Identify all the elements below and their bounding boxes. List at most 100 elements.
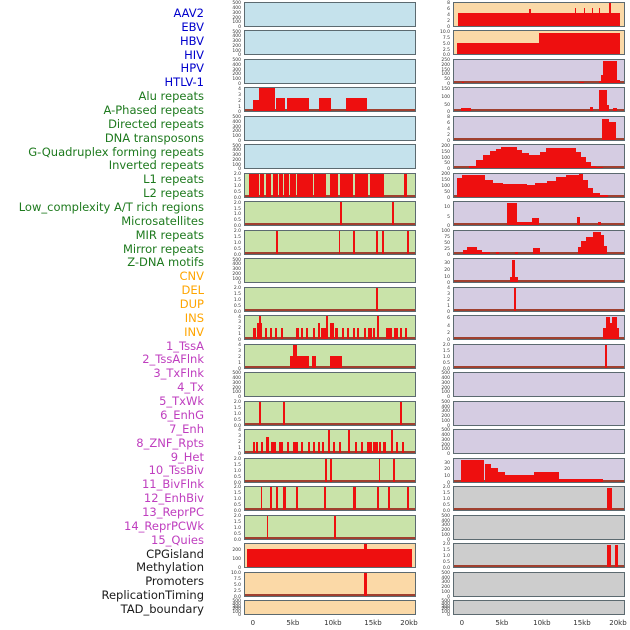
data-bar bbox=[385, 327, 393, 340]
y-tick-label: 0.5 bbox=[442, 502, 450, 508]
y-tick-label: 1.5 bbox=[233, 177, 241, 183]
y-tick-label: 400 bbox=[441, 404, 450, 410]
y-tick-label: 0.0 bbox=[442, 366, 450, 372]
track-label-hbv: HBV bbox=[179, 33, 204, 48]
data-bar bbox=[481, 251, 491, 254]
track-panel-cpgisland bbox=[453, 486, 625, 512]
y-tick-label: 6 bbox=[447, 6, 450, 12]
y-tick-label: 200 bbox=[441, 527, 450, 533]
y-tick-label: 400 bbox=[441, 601, 450, 607]
y-tick-label: 0.0 bbox=[233, 423, 241, 429]
y-tick-label: 500 bbox=[232, 57, 241, 63]
zero-baseline bbox=[245, 422, 415, 425]
y-tick-label: 2.0 bbox=[233, 200, 241, 206]
y-tick-label: 300 bbox=[441, 380, 450, 386]
data-bar bbox=[513, 475, 534, 482]
y-tick-label: 0 bbox=[447, 451, 450, 457]
y-tick-label: 50 bbox=[444, 160, 450, 166]
y-tick-label: 7.5 bbox=[233, 576, 241, 582]
y-tick-label: 500 bbox=[232, 257, 241, 263]
y-tick-label: 200 bbox=[232, 43, 241, 49]
data-bar bbox=[387, 487, 390, 511]
y-tick-label: 150 bbox=[441, 149, 450, 155]
y-tick-label: 0.0 bbox=[233, 223, 241, 229]
y-tick-label: 1.0 bbox=[442, 354, 450, 360]
data-bar bbox=[327, 430, 330, 454]
data-bar bbox=[405, 327, 408, 340]
data-bar bbox=[528, 154, 541, 169]
y-tick-label: 75 bbox=[444, 234, 450, 240]
data-bar bbox=[606, 104, 609, 112]
y-tick-label: 150 bbox=[441, 67, 450, 73]
data-bar bbox=[592, 231, 601, 254]
y-tick-label: 100 bbox=[232, 276, 241, 282]
y-tick-label: 0 bbox=[447, 280, 450, 286]
track-label-alu-repeats: Alu repeats bbox=[138, 89, 204, 104]
data-bar bbox=[326, 316, 329, 340]
y-tick-label: 500 bbox=[441, 598, 450, 604]
data-bar bbox=[276, 230, 279, 254]
track-panel-12-enhbiv bbox=[453, 372, 625, 398]
data-bar bbox=[383, 441, 386, 454]
zero-baseline bbox=[245, 479, 415, 482]
y-tick-label: 50 bbox=[444, 189, 450, 195]
x-tick-label-left: 5kb bbox=[286, 619, 300, 627]
y-tick-label: 500 bbox=[232, 370, 241, 376]
data-bar bbox=[329, 356, 343, 368]
y-tick-label: 3 bbox=[238, 433, 241, 439]
data-bar bbox=[600, 235, 604, 254]
track-label-low-complexity-a-t-rich-regions: Low_complexity A/T rich regions bbox=[18, 200, 204, 215]
data-bar bbox=[347, 327, 350, 340]
y-tick-label: 100 bbox=[232, 133, 241, 139]
y-tick-label: 0 bbox=[447, 394, 450, 400]
zero-baseline bbox=[245, 536, 415, 539]
data-bar bbox=[501, 147, 517, 169]
y-tick-label: 5.0 bbox=[233, 582, 241, 588]
y-tick-label: 4 bbox=[238, 86, 241, 92]
data-bar bbox=[602, 118, 610, 140]
y-tick-label: 250 bbox=[441, 57, 450, 63]
track-panel-mir-repeats bbox=[244, 457, 416, 483]
track-label-replicationtiming: ReplicationTiming bbox=[101, 588, 205, 603]
y-tick-label: 50 bbox=[444, 102, 450, 108]
data-bar bbox=[307, 441, 310, 454]
data-bar bbox=[616, 80, 621, 83]
zero-baseline bbox=[454, 223, 624, 226]
y-tick-label: 400 bbox=[232, 119, 241, 125]
track-label-directed-repeats: Directed repeats bbox=[108, 116, 204, 131]
y-tick-label: 50 bbox=[444, 76, 450, 82]
y-tick-label: 0 bbox=[447, 109, 450, 115]
data-bar bbox=[526, 185, 536, 197]
y-tick-label: 4 bbox=[447, 323, 450, 329]
x-tick-label-left: 15kb bbox=[364, 619, 382, 627]
x-tick-label-right: 15kb bbox=[573, 619, 591, 627]
y-tick-label: 2 bbox=[447, 330, 450, 336]
y-tick-label: 0.0 bbox=[233, 480, 241, 486]
data-bar bbox=[355, 441, 358, 454]
y-tick-label: 500 bbox=[441, 427, 450, 433]
track-panel-6-enhg bbox=[453, 201, 625, 227]
track-panel-8-znf-rpts bbox=[453, 258, 625, 284]
data-bar bbox=[301, 327, 304, 340]
y-tick-label: 400 bbox=[232, 261, 241, 267]
track-label-inverted-repeats: Inverted repeats bbox=[108, 158, 204, 173]
data-bar bbox=[312, 327, 316, 340]
y-tick-label: 0 bbox=[447, 81, 450, 87]
track-label-dna-transposons: DNA transposons bbox=[104, 130, 204, 145]
track-panel-ebv bbox=[244, 30, 416, 56]
y-tick-label: 0 bbox=[238, 138, 241, 144]
y-tick-label: 200 bbox=[232, 547, 241, 553]
zero-baseline bbox=[454, 280, 624, 283]
data-bar bbox=[317, 441, 320, 454]
y-tick-label: 0.5 bbox=[233, 217, 241, 223]
track-panel-14-reprpcwk bbox=[453, 429, 625, 455]
y-tick-label: 500 bbox=[232, 0, 241, 6]
data-bar bbox=[515, 252, 518, 254]
y-tick-label: 8 bbox=[447, 0, 450, 6]
track-label-mir-repeats: MIR repeats bbox=[135, 227, 204, 242]
track-label-htlv-1: HTLV-1 bbox=[164, 75, 204, 90]
zero-baseline bbox=[245, 508, 415, 511]
y-tick-label: 100 bbox=[441, 609, 450, 615]
track-label-l1-repeats: L1 repeats bbox=[143, 172, 204, 187]
y-tick-label: 2 bbox=[238, 98, 241, 104]
